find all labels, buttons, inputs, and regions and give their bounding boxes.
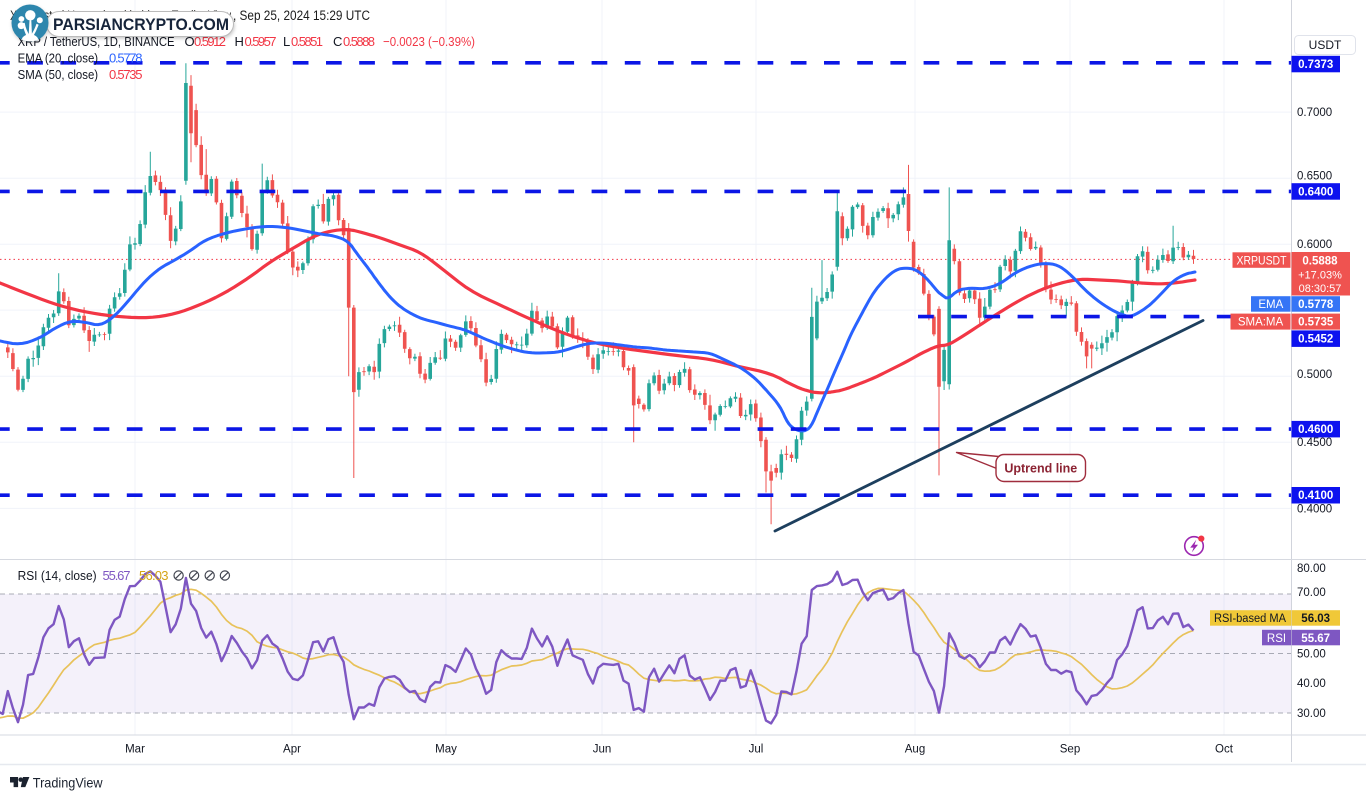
svg-text:TradingView: TradingView	[33, 774, 104, 790]
svg-text:Sep: Sep	[1060, 744, 1080, 756]
svg-text:08:30:57: 08:30:57	[1299, 283, 1342, 295]
svg-text:30.00: 30.00	[1297, 708, 1326, 720]
svg-text:0.5000: 0.5000	[1297, 369, 1332, 381]
svg-text:0.6400: 0.6400	[1298, 186, 1333, 198]
svg-text:−0.0023 (−0.39%): −0.0023 (−0.39%)	[383, 34, 475, 49]
svg-text:0.5778: 0.5778	[1298, 299, 1334, 311]
svg-text:May: May	[435, 744, 457, 756]
svg-text:RSI: RSI	[1267, 633, 1286, 645]
svg-text:C: C	[333, 34, 342, 49]
svg-text:80.00: 80.00	[1297, 563, 1326, 575]
svg-text:XRPUSDT: XRPUSDT	[1237, 255, 1287, 267]
svg-text:L: L	[283, 34, 290, 49]
svg-text:0.4100: 0.4100	[1298, 490, 1333, 502]
svg-text:SMA:MA: SMA:MA	[1238, 317, 1284, 329]
svg-text:0.5888: 0.5888	[343, 34, 375, 49]
svg-text:0.7000: 0.7000	[1297, 107, 1332, 119]
svg-text:0.4500: 0.4500	[1297, 437, 1332, 449]
svg-text:Uptrend line: Uptrend line	[1004, 462, 1077, 476]
svg-text:56.03: 56.03	[139, 568, 169, 583]
svg-text:Aug: Aug	[905, 744, 925, 756]
svg-text:0.7373: 0.7373	[1298, 59, 1333, 71]
svg-text:RSI-based MA: RSI-based MA	[1214, 613, 1286, 625]
svg-text:0.5452: 0.5452	[1298, 334, 1333, 346]
svg-text:Mar: Mar	[125, 744, 145, 756]
svg-text:50.00: 50.00	[1297, 649, 1326, 661]
svg-text:PARSIANCRYPTO.COM: PARSIANCRYPTO.COM	[53, 15, 229, 34]
svg-text:55.67: 55.67	[103, 568, 131, 583]
svg-text:0.4600: 0.4600	[1298, 424, 1333, 436]
svg-text:Apr: Apr	[283, 744, 301, 756]
svg-text:EMA (20, close): EMA (20, close)	[18, 51, 99, 66]
svg-text:EMA: EMA	[1258, 299, 1283, 311]
svg-text:55.67: 55.67	[1301, 633, 1330, 645]
svg-text:0.5735: 0.5735	[109, 67, 143, 82]
svg-text:0.5851: 0.5851	[291, 34, 323, 49]
svg-text:0.5778: 0.5778	[109, 51, 143, 66]
svg-text:56.03: 56.03	[1301, 613, 1330, 625]
svg-text:+17.03%: +17.03%	[1298, 269, 1342, 281]
svg-text:Jul: Jul	[749, 744, 764, 756]
svg-text:RSI (14, close): RSI (14, close)	[18, 568, 97, 583]
svg-text:0.5888: 0.5888	[1302, 255, 1338, 267]
svg-text:USDT: USDT	[1309, 38, 1342, 52]
svg-text:40.00: 40.00	[1297, 678, 1326, 690]
svg-text:70.00: 70.00	[1297, 587, 1326, 599]
svg-text:0.6000: 0.6000	[1297, 239, 1332, 251]
svg-text:Oct: Oct	[1215, 744, 1234, 756]
svg-text:0.4000: 0.4000	[1297, 503, 1332, 515]
svg-text:0.5735: 0.5735	[1298, 317, 1334, 329]
svg-text:SMA (50, close): SMA (50, close)	[18, 67, 99, 82]
svg-text:Jun: Jun	[593, 744, 612, 756]
svg-text:O: O	[185, 34, 195, 49]
svg-text:H: H	[235, 34, 244, 49]
svg-text:, Sep 25, 2024 15:29 UTC: , Sep 25, 2024 15:29 UTC	[233, 8, 370, 23]
svg-text:0.6500: 0.6500	[1297, 171, 1332, 183]
svg-text:0.5957: 0.5957	[245, 34, 277, 49]
